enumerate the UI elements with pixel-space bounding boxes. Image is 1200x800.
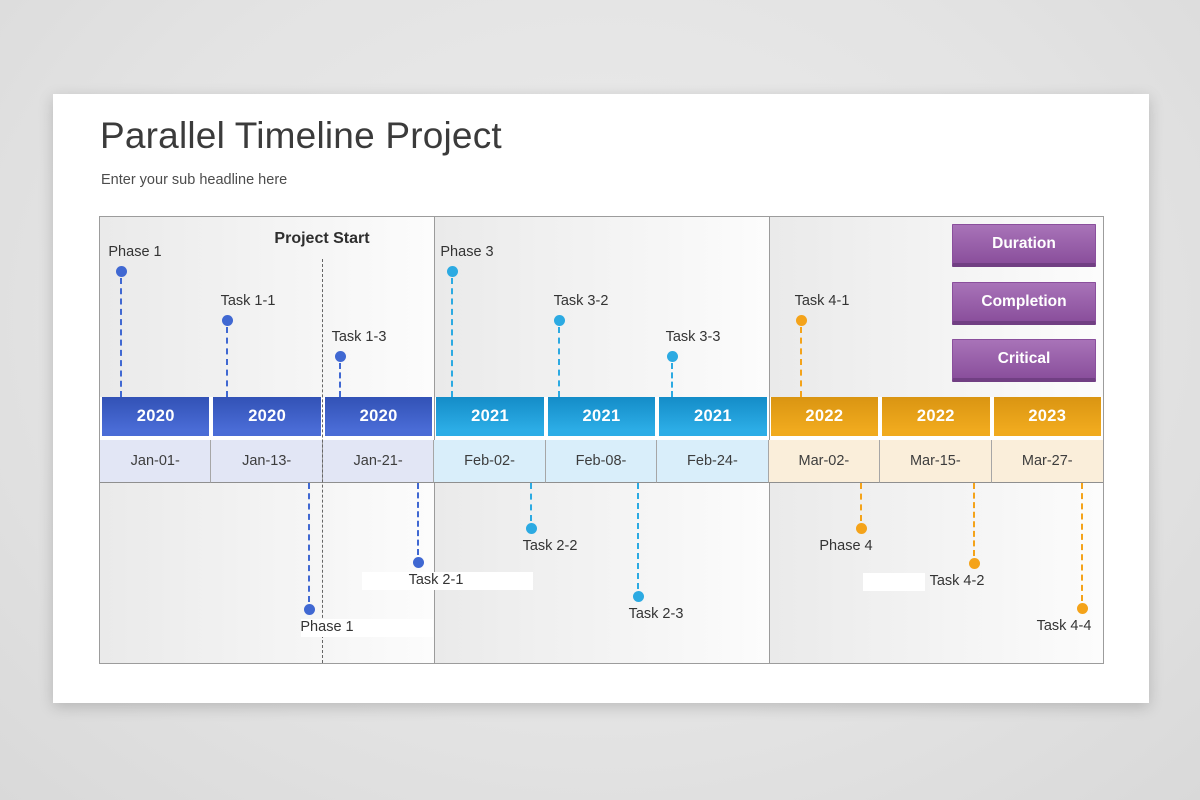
marker-dot [856,523,867,534]
marker-label: Task 1-3 [331,329,387,345]
slide-card: Parallel Timeline Project Enter your sub… [53,94,1149,703]
marker-line [671,363,673,397]
marker-line [339,363,341,397]
label-highlight-box [863,573,925,591]
year-cell: 2021 [436,397,544,436]
marker-label: Task 3-2 [553,293,609,309]
project-start-label: Project Start [274,230,370,247]
marker-line [637,483,639,589]
date-cell: Mar-02- [768,440,881,483]
date-cell: Mar-27- [991,440,1103,483]
marker-dot [633,591,644,602]
marker-dot [447,266,458,277]
legend-button-duration[interactable]: Duration [952,224,1096,267]
marker-label: Task 3-3 [665,329,721,345]
bottom-section-panel-orange [768,483,1103,663]
marker-label: Phase 4 [819,538,873,554]
marker-label: Task 4-4 [1036,618,1092,634]
date-cell: Mar-15- [880,440,992,483]
marker-label: Phase 1 [108,244,162,260]
marker-label: Phase 1 [300,619,354,635]
marker-dot [116,266,127,277]
date-cell: Jan-21- [322,440,435,483]
timeline-chart: 2020 Jan-01- 2020 Jan-13- 2020 Jan-21- 2021 Feb… [99,216,1104,664]
marker-dot [969,558,980,569]
year-cell: 2022 [882,397,990,436]
marker-line [800,327,802,397]
year-cell: 2020 [102,397,210,436]
date-cell: Feb-08- [545,440,658,483]
marker-line [973,483,975,556]
legend-button-completion[interactable]: Completion [952,282,1096,325]
marker-dot [796,315,807,326]
marker-dot [304,604,315,615]
marker-dot [413,557,424,568]
date-cell: Jan-13- [211,440,323,483]
marker-label: Task 4-2 [929,573,985,589]
year-cell: 2020 [213,397,321,436]
year-cell: 2022 [770,397,879,436]
marker-line [860,483,862,521]
date-cell: Feb-02- [434,440,546,483]
top-section-panel-blue [100,217,435,397]
marker-line [226,327,228,397]
marker-dot [1077,603,1088,614]
label-highlight-box [362,572,533,590]
marker-label: Task 1-1 [220,293,276,309]
date-cell: Jan-01- [100,440,212,483]
marker-label: Task 2-2 [522,538,578,554]
year-cell: 2023 [993,397,1101,436]
marker-line [451,278,453,397]
year-cell: 2021 [659,397,767,436]
marker-label: Task 4-1 [794,293,850,309]
year-cell: 2021 [547,397,656,436]
page-title: Parallel Timeline Project [100,115,502,156]
marker-dot [335,351,346,362]
marker-dot [667,351,678,362]
marker-line [1081,483,1083,601]
marker-line [530,483,532,521]
legend-button-critical[interactable]: Critical [952,339,1096,382]
marker-line [120,278,122,397]
date-cell: Feb-24- [657,440,769,483]
project-start-line [322,259,323,663]
marker-line [308,483,310,602]
marker-label: Task 2-1 [408,572,464,588]
label-highlight-box [301,619,433,637]
marker-dot [554,315,565,326]
year-cell: 2020 [324,397,433,436]
marker-dot [526,523,537,534]
marker-dot [222,315,233,326]
marker-line [558,327,560,397]
page-subtitle: Enter your sub headline here [101,172,288,188]
marker-line [417,483,419,555]
marker-label: Task 2-3 [628,606,684,622]
marker-label: Phase 3 [440,244,494,260]
top-section-panel-cyan [434,217,769,397]
